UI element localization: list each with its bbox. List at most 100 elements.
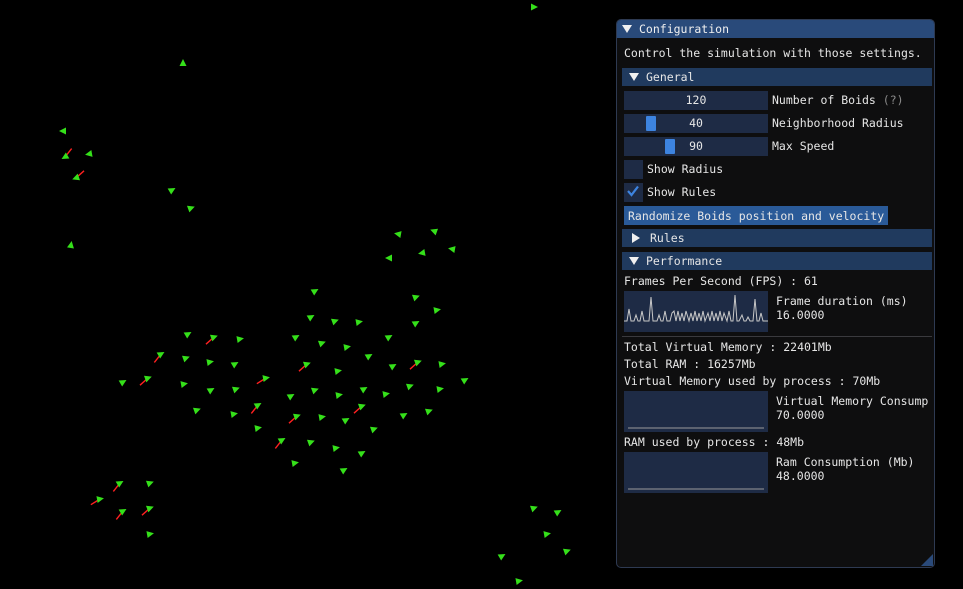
boid-icon (310, 387, 319, 395)
boid-icon (254, 425, 262, 432)
frame-duration-plot[interactable] (624, 291, 768, 332)
neighborhood-radius-slider[interactable]: 40 (624, 114, 768, 133)
boid-body (411, 321, 420, 328)
boids-count-label-text: Number of Boids (772, 93, 876, 107)
boid-icon (531, 3, 538, 11)
boid-body (430, 228, 439, 236)
max-speed-slider[interactable]: 90 (624, 137, 768, 156)
boid-icon (59, 127, 66, 135)
boid-icon (411, 294, 420, 302)
boid-icon (186, 205, 195, 213)
boid-body (385, 254, 392, 262)
boid-body (330, 318, 339, 326)
help-marker[interactable]: (?) (882, 93, 904, 107)
slider-grab[interactable] (646, 116, 656, 131)
boid-body (262, 375, 270, 382)
boid-body (341, 418, 350, 425)
boid-body (254, 425, 262, 432)
boid-body (413, 359, 422, 367)
boid-icon (139, 375, 152, 386)
boid-body (384, 335, 393, 342)
boid-body (562, 548, 571, 556)
boid-icon (515, 578, 523, 585)
rules-header[interactable]: Rules (622, 229, 932, 247)
collapse-arrow-icon (629, 73, 639, 81)
resize-grip-icon[interactable] (921, 554, 933, 566)
boid-icon (183, 332, 192, 339)
boid-body (72, 173, 81, 181)
randomize-button[interactable]: Randomize Boids position and velocity (624, 206, 889, 225)
ram-plot-label: Ram Consumption (Mb) (776, 455, 915, 469)
boid-icon (409, 359, 422, 370)
boid-body (369, 426, 378, 434)
boid-icon (388, 364, 397, 371)
boid-icon (433, 307, 441, 314)
boid-body (335, 392, 343, 399)
boid-icon (318, 414, 326, 421)
boids-count-input[interactable]: 120 (624, 91, 768, 110)
ram-plot[interactable] (624, 452, 768, 493)
boid-icon (90, 496, 104, 506)
boid-icon (438, 361, 446, 368)
ram-graph (628, 488, 764, 490)
slider-grab[interactable] (665, 139, 675, 154)
boid-body (332, 445, 340, 452)
boid-body (515, 578, 523, 585)
show-rules-checkbox[interactable] (624, 183, 643, 202)
boid-icon (85, 150, 93, 157)
boid-icon (115, 509, 127, 520)
boid-body (181, 355, 190, 363)
collapse-arrow-icon[interactable] (622, 25, 632, 33)
separator (622, 336, 932, 337)
boid-icon (385, 254, 392, 262)
virtual-memory-plot-label: Virtual Memory Consump (776, 394, 929, 408)
boid-icon (399, 413, 408, 420)
boid-icon (306, 439, 315, 447)
window-titlebar[interactable]: Configuration (617, 20, 934, 38)
performance-header[interactable]: Performance (622, 252, 932, 270)
neighborhood-radius-value: 40 (689, 116, 703, 130)
boid-body (411, 294, 420, 302)
virtual-memory-plot[interactable] (624, 391, 768, 432)
boid-body (448, 246, 456, 253)
frame-duration-graph (624, 294, 768, 323)
performance-header-label: Performance (646, 254, 723, 268)
total-ram: Total RAM : 16257Mb (624, 357, 756, 371)
window-description: Control the simulation with those settin… (624, 46, 922, 60)
boid-icon (306, 315, 315, 322)
boid-icon (562, 548, 571, 556)
boid-body (145, 505, 154, 513)
boid-icon (256, 375, 270, 385)
boid-body (497, 554, 506, 561)
boid-body (310, 387, 319, 395)
boid-body (531, 3, 538, 11)
boid-icon (118, 380, 127, 387)
boid-icon (418, 249, 426, 256)
boid-icon (145, 480, 154, 488)
boid-body (334, 368, 342, 375)
boid-icon (310, 289, 319, 296)
ram-plot-value: 48.0000 (776, 469, 825, 483)
boid-icon (205, 334, 218, 345)
boid-icon (359, 387, 368, 394)
boid-body (183, 332, 192, 339)
boid-icon (180, 381, 188, 388)
checkmark-icon (627, 185, 639, 197)
general-header[interactable]: General (622, 68, 932, 86)
virtual-memory-used: Virtual Memory used by process : 70Mb (624, 374, 881, 388)
boid-icon (355, 319, 363, 326)
boid-body (306, 315, 315, 322)
show-radius-checkbox[interactable] (624, 160, 643, 179)
configuration-window[interactable]: Configuration Control the simulation wit… (616, 19, 935, 568)
boid-body (230, 362, 239, 369)
boid-icon (529, 505, 538, 513)
boid-body (209, 334, 218, 342)
boid-body (146, 531, 154, 538)
boid-body (399, 413, 408, 420)
boid-body (180, 381, 188, 388)
boid-icon (291, 335, 300, 342)
virtual-memory-plot-value: 70.0000 (776, 408, 825, 422)
virtual-memory-graph (628, 427, 764, 429)
boid-icon (411, 321, 420, 328)
boid-body (394, 231, 402, 238)
